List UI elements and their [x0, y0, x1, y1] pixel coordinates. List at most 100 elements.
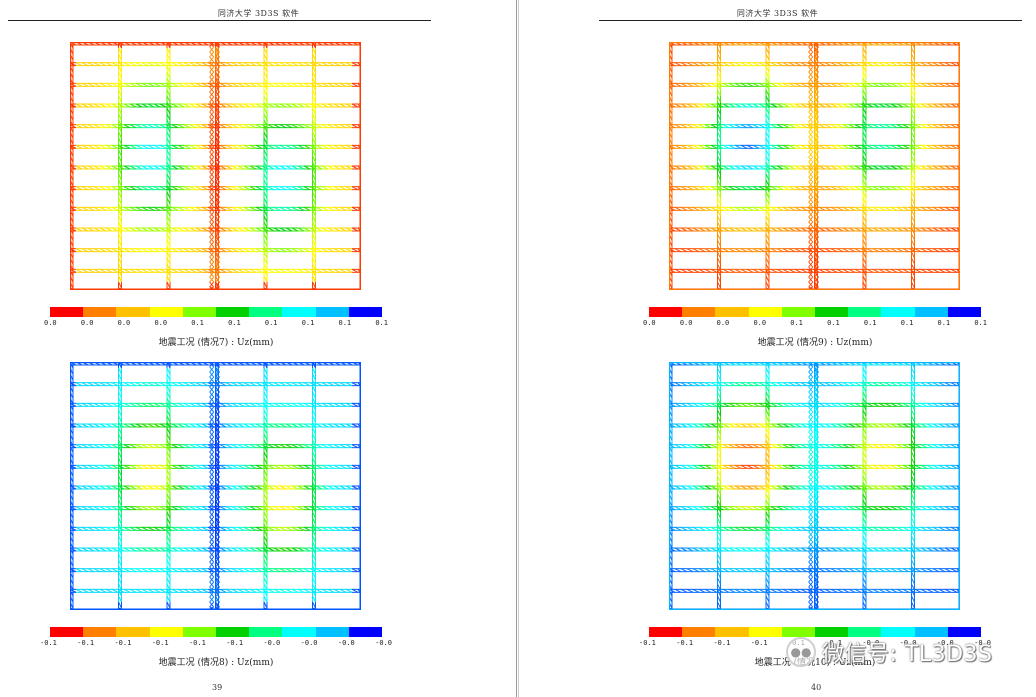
truss-member: [215, 197, 219, 205]
truss-member: [333, 206, 341, 211]
truss-member: [303, 103, 311, 108]
truss-member: [171, 402, 179, 407]
truss-grid-svg: [70, 42, 361, 290]
truss-member: [105, 547, 113, 552]
truss-member: [215, 101, 220, 108]
truss-member: [339, 464, 347, 469]
truss-member: [129, 423, 137, 428]
truss-member: [105, 588, 113, 593]
truss-member: [263, 263, 268, 271]
truss-member: [273, 144, 281, 149]
truss-member: [141, 186, 149, 191]
truss-member: [315, 103, 323, 108]
truss-member: [183, 464, 191, 469]
truss-member: [209, 211, 215, 218]
truss-member: [215, 256, 220, 263]
truss-member: [263, 233, 268, 241]
truss-member: [118, 101, 122, 109]
truss-member: [215, 231, 220, 238]
truss-member: [123, 568, 131, 573]
truss-member: [333, 124, 341, 129]
truss-member: [147, 186, 155, 191]
truss-member: [267, 186, 275, 191]
truss-member: [321, 124, 329, 129]
truss-member: [351, 248, 359, 253]
truss-member: [267, 402, 275, 407]
truss-member: [147, 568, 155, 573]
truss-member: [123, 402, 131, 407]
truss-member: [219, 227, 227, 232]
truss-member: [171, 506, 179, 511]
truss-member: [255, 165, 263, 170]
truss-member: [81, 82, 89, 87]
truss-member: [209, 236, 215, 243]
truss-member: [279, 186, 287, 191]
truss-member: [303, 227, 311, 232]
truss-member: [141, 82, 149, 87]
truss-member: [166, 137, 171, 145]
truss-member: [153, 103, 161, 108]
truss-member: [177, 227, 185, 232]
truss-member: [118, 185, 122, 193]
truss-member: [147, 103, 155, 108]
truss-member: [219, 506, 227, 511]
truss-member: [303, 124, 311, 129]
truss-member: [147, 62, 155, 67]
truss-member: [166, 197, 171, 205]
truss-member: [255, 402, 263, 407]
truss-member: [263, 281, 268, 289]
truss-member: [118, 125, 122, 133]
truss-member: [123, 248, 131, 253]
truss-member: [312, 143, 316, 151]
truss-member: [171, 568, 179, 573]
truss-member: [166, 119, 171, 127]
truss-member: [237, 62, 245, 67]
truss-member: [209, 176, 215, 183]
page-header: 同济大学 3D3S 软件: [736, 9, 819, 18]
truss-member: [201, 485, 209, 490]
truss-member: [118, 89, 122, 97]
truss-member: [267, 206, 275, 211]
truss-member: [263, 143, 268, 151]
truss-member: [327, 103, 335, 108]
truss-member: [339, 124, 347, 129]
truss-member: [291, 444, 299, 449]
truss-member: [327, 382, 335, 387]
truss-member: [195, 165, 203, 170]
truss-member: [123, 124, 131, 129]
truss-member: [291, 248, 299, 253]
truss-member: [105, 165, 113, 170]
truss-member: [291, 206, 299, 211]
truss-member: [215, 227, 219, 235]
truss-member: [195, 268, 203, 273]
truss-member: [183, 444, 191, 449]
truss-member: [219, 186, 227, 191]
truss-member: [315, 402, 323, 407]
truss-member: [297, 103, 305, 108]
truss-member: [171, 62, 179, 67]
truss-member: [147, 464, 155, 469]
truss-member: [111, 165, 119, 170]
truss-member: [159, 248, 167, 253]
truss-member: [159, 103, 167, 108]
truss-member: [87, 165, 95, 170]
truss-member: [263, 245, 268, 253]
truss-member: [183, 227, 191, 232]
truss-member: [171, 227, 179, 232]
truss-member: [273, 103, 281, 108]
truss-member: [171, 588, 179, 593]
truss-member: [195, 402, 203, 407]
truss-member: [209, 126, 215, 133]
truss-member: [263, 71, 268, 79]
truss-member: [215, 257, 219, 265]
truss-member: [333, 227, 341, 232]
truss-member: [99, 248, 107, 253]
truss-member: [237, 547, 245, 552]
truss-member: [291, 588, 299, 593]
truss-member: [75, 485, 83, 490]
truss-member: [345, 588, 353, 593]
truss-member: [81, 568, 89, 573]
truss-member: [118, 221, 122, 229]
truss-member: [135, 62, 143, 67]
truss-member: [285, 444, 293, 449]
